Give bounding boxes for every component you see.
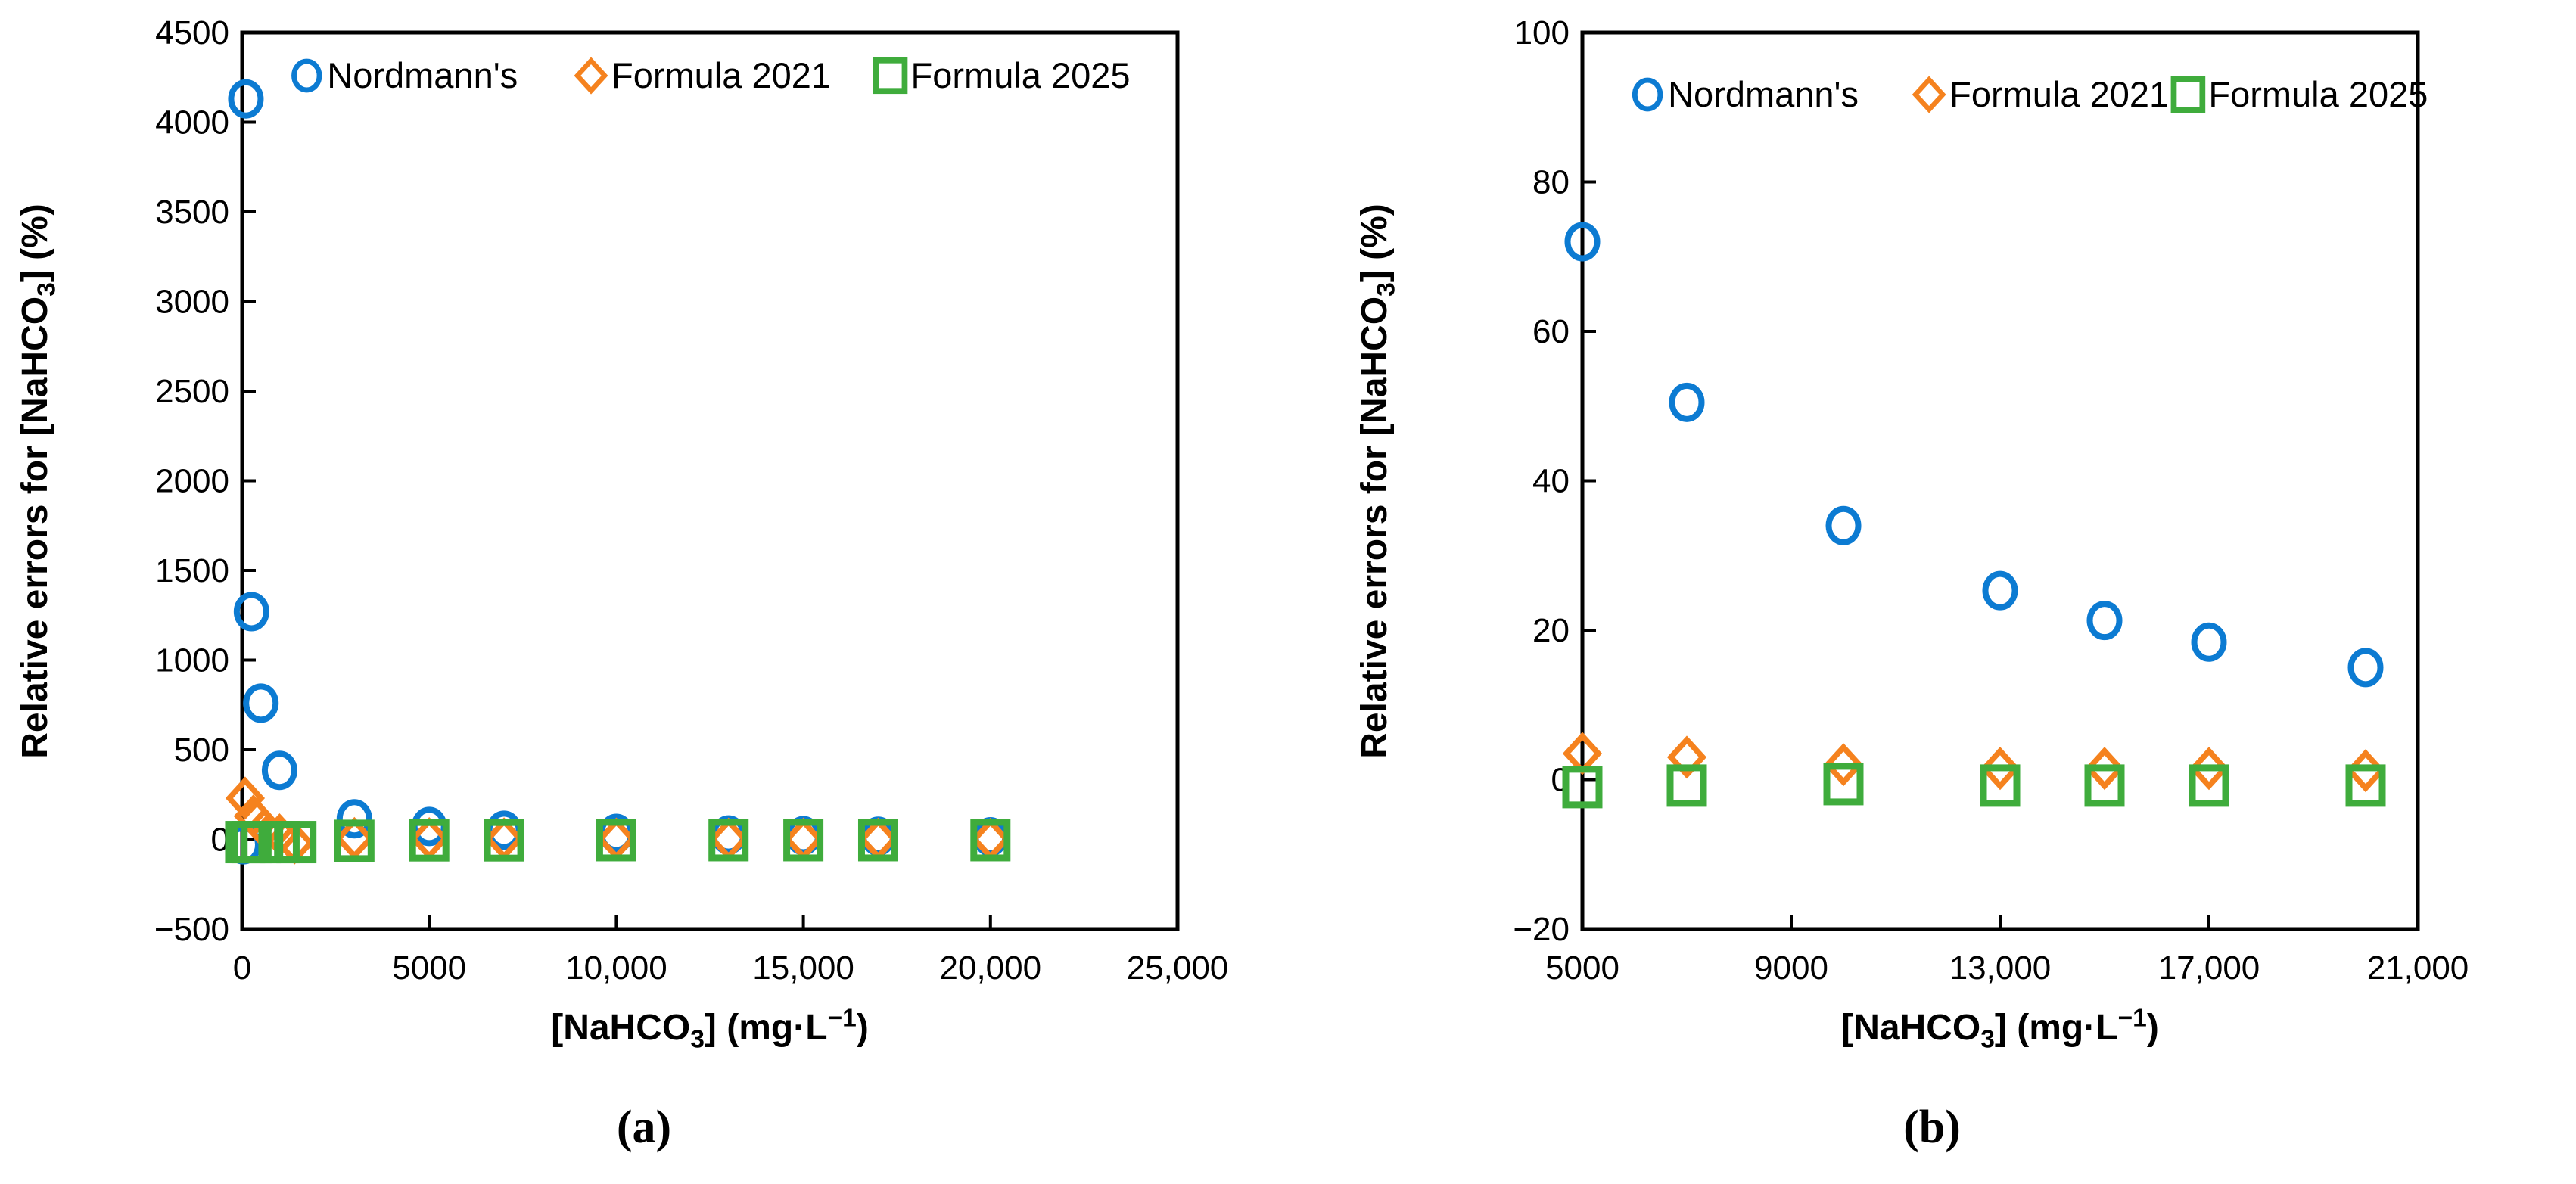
data-point-square	[2345, 764, 2386, 807]
legend-diamond-icon	[574, 57, 608, 95]
y-axis-label: Relative errors for [NaHCO3] (%)	[1355, 204, 1401, 759]
y-tick-label: 40	[1532, 463, 1570, 500]
data-point-square	[708, 819, 749, 862]
y-tick-label: 1500	[155, 552, 229, 589]
y-axis-label: Relative errors for [NaHCO3] (%)	[15, 204, 61, 759]
plot-frame	[240, 30, 1180, 931]
data-point-circle	[2191, 622, 2227, 662]
data-point-circle	[1982, 570, 2018, 611]
x-tick-label: 9000	[1754, 949, 1828, 987]
data-point-circle	[336, 799, 372, 839]
data-point-square	[2189, 764, 2229, 807]
series-square	[225, 819, 1011, 864]
y-tick-label: 4000	[155, 104, 229, 141]
legend-item: Formula 2021	[1912, 74, 2169, 114]
data-point-square	[334, 819, 375, 862]
y-tick-label: 100	[1514, 14, 1570, 51]
legend: Nordmann's Formula 2021 Formula 2025	[291, 55, 1131, 95]
legend-label: Formula 2025	[911, 55, 1131, 95]
legend-label: Formula 2021	[611, 55, 831, 95]
data-point-circle	[243, 683, 279, 723]
data-point-circle	[411, 806, 447, 847]
x-tick-label: 21,000	[2367, 949, 2469, 987]
legend-label: Formula 2025	[2208, 74, 2428, 114]
x-tick-label: 15,000	[752, 949, 854, 987]
x-tick-label: 25,000	[1127, 949, 1229, 987]
legend-item: Formula 2021	[574, 55, 831, 95]
data-point-circle	[2086, 601, 2123, 641]
legend-item: Nordmann's	[1632, 74, 1859, 114]
legend-label: Nordmann's	[327, 55, 518, 95]
x-tick-label: 17,000	[2158, 949, 2260, 987]
y-tick-label: 1000	[155, 642, 229, 679]
data-point-diamond	[1666, 735, 1707, 779]
series-circle	[1564, 222, 2384, 688]
y-tick-label: −20	[1513, 911, 1570, 948]
x-tick-label: 5000	[1545, 949, 1619, 987]
legend-item: Formula 2025	[873, 55, 1131, 95]
data-point-square	[596, 819, 636, 862]
series-circle	[225, 79, 1009, 865]
data-point-circle	[228, 79, 264, 119]
y-tick-label: 2000	[155, 463, 229, 500]
legend-label: Nordmann's	[1668, 74, 1859, 114]
legend-circle-icon	[1632, 77, 1663, 112]
figure-caption-a: (a)	[616, 1102, 672, 1153]
legend-circle-icon	[291, 58, 322, 93]
data-point-circle	[1669, 382, 1705, 422]
y-tick-label: 3500	[155, 194, 229, 231]
data-point-diamond	[1980, 747, 2021, 791]
y-tick-label: 80	[1532, 164, 1570, 201]
data-point-diamond	[2189, 747, 2229, 791]
data-point-square	[783, 819, 824, 862]
legend-diamond-icon	[1912, 76, 1946, 113]
x-tick-label: 20,000	[940, 949, 1042, 987]
data-point-square	[1562, 766, 1603, 809]
data-point-circle	[2347, 648, 2384, 688]
data-point-diamond	[1823, 743, 1864, 787]
y-tick-label: −500	[154, 911, 229, 948]
data-point-diamond	[2084, 747, 2125, 791]
data-point-circle	[1825, 505, 1862, 545]
data-point-square	[857, 819, 898, 862]
data-point-square	[409, 819, 450, 862]
legend-label: Formula 2021	[1949, 74, 2169, 114]
chart-panel-a: 450040003500300025002000150010005000−500…	[15, 14, 1228, 1054]
y-tick-label: 4500	[155, 14, 229, 51]
legend-item: Formula 2025	[2170, 74, 2428, 114]
y-tick-label: 20	[1532, 612, 1570, 649]
legend: Nordmann's Formula 2021 Formula 2025	[1632, 74, 2428, 114]
data-point-square	[1980, 764, 2021, 807]
data-point-diamond	[225, 776, 266, 820]
x-axis-label: [NaHCO3] (mg·L−1)	[1841, 1005, 2159, 1054]
x-tick-label: 13,000	[1949, 949, 2052, 987]
legend-square-icon	[873, 57, 908, 95]
data-point-square	[1823, 763, 1864, 806]
plot-frame	[1580, 30, 2420, 931]
data-point-circle	[233, 592, 269, 632]
figure-caption-b: (b)	[1903, 1102, 1961, 1153]
x-tick-label: 0	[233, 949, 251, 987]
data-point-circle	[1564, 222, 1601, 262]
data-point-square	[970, 819, 1011, 862]
data-point-square	[484, 819, 524, 862]
data-point-square	[2084, 764, 2125, 807]
y-tick-label: 2500	[155, 373, 229, 410]
y-tick-label: 3000	[155, 284, 229, 321]
x-axis-label: [NaHCO3] (mg·L−1)	[551, 1005, 869, 1054]
x-tick-label: 5000	[392, 949, 466, 987]
x-tick-label: 10,000	[565, 949, 667, 987]
y-tick-label: 60	[1532, 313, 1570, 350]
series-square	[1562, 763, 2386, 809]
legend-square-icon	[2170, 76, 2206, 113]
legend-item: Nordmann's	[291, 55, 518, 95]
data-point-circle	[261, 750, 297, 791]
data-point-square	[276, 821, 317, 864]
y-tick-label: 500	[174, 732, 229, 769]
data-point-square	[1666, 764, 1707, 807]
series-diamond	[1562, 732, 2386, 793]
